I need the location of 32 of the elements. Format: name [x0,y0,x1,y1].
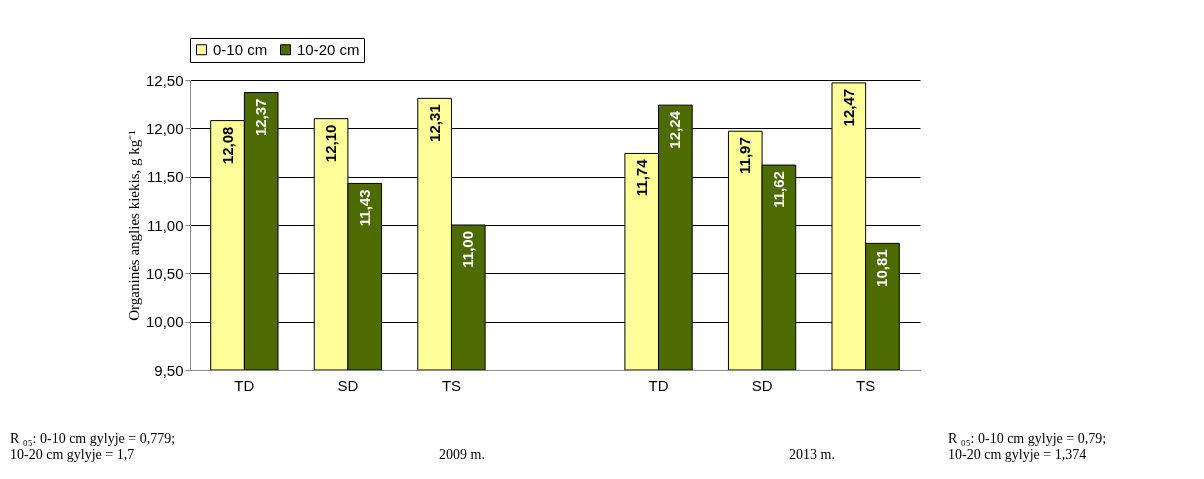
data-label: 12,08 [218,126,236,165]
y-tick-label: 10,00 [145,313,184,331]
text: R ₀₅: 0-10 cm gylyje = 0,779; 10-20 cm gylyje = 1,7 [10,431,176,462]
y-tick-label: 12,00 [145,119,184,137]
data-label: 11,74 [632,158,650,197]
x-tick-label: TD [648,376,669,394]
legend-label: 0-10 cm [213,40,268,58]
data-label: 12,31 [425,104,443,142]
x-tick-label: TS [856,376,876,394]
text: 2009 m. [439,447,485,462]
data-label: 11,62 [769,171,787,208]
data-label: 12,10 [322,124,340,163]
y-tick-label: 10,50 [145,264,184,282]
x-tick-label: SD [337,376,359,394]
text: 2013 m. [789,447,835,462]
data-label: 12,24 [666,110,684,149]
y-tick-label: 11,00 [147,216,184,234]
data-label: 11,43 [355,189,373,227]
text: R ₀₅: 0-10 cm gylyje = 0,79; 10-20 cm gylyje = 1,374 [948,431,1107,462]
y-tick-label: 9,50 [154,361,184,379]
data-label: 12,37 [252,98,270,137]
y-tick-label: 11,50 [147,168,184,186]
data-label: 10,81 [873,249,891,287]
legend-label: 10-20 cm [297,40,360,58]
data-label: 11,00 [459,231,477,268]
data-label: 12,47 [839,88,857,127]
x-tick-label: SD [751,376,773,394]
y-tick-label: 12,50 [145,71,184,89]
data-label: 11,97 [736,137,754,174]
x-tick-label: TD [234,376,255,394]
y-axis-title: Organinės anglies kiekis, g kg⁻¹ [125,130,142,321]
x-tick-label: TS [441,376,462,394]
